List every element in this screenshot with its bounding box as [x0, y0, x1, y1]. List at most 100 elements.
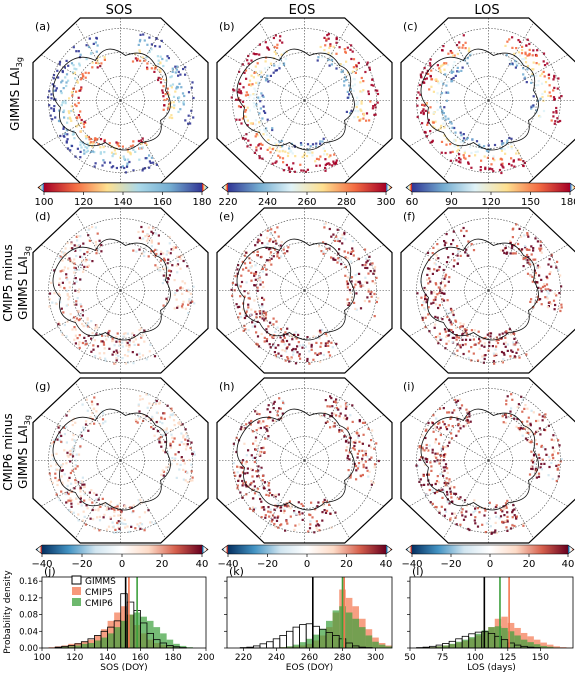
bar-gimms [272, 638, 281, 649]
map-graticule [401, 18, 575, 183]
colorbar-diff-los-tick: 0 [487, 559, 493, 570]
bar-cmip6 [107, 633, 115, 648]
map-frame [216, 377, 393, 544]
bar-cmip6 [436, 646, 443, 648]
x-tick-label: 260 [301, 653, 318, 663]
bar-cmip6 [186, 647, 193, 648]
y-tick-label: 0.04 [19, 627, 38, 637]
map-data-pixels [47, 33, 195, 174]
bar-cmip6 [293, 644, 300, 648]
map-graticule [33, 208, 208, 373]
row-label-cmip6-line1: CMIP6 minus [1, 413, 15, 490]
legend-label-cmip5: CMIP5 [85, 588, 113, 598]
bar-cmip6 [540, 645, 547, 648]
legend-label-gimms: GIMMS [85, 577, 116, 587]
bar-cmip6 [429, 647, 437, 648]
colorbar-diff-sos-tick: −20 [71, 559, 92, 570]
x-tick-label: 160 [132, 653, 149, 663]
legend-swatch-gimms [71, 575, 82, 585]
colorbar-diff-eos: −40 −20 0 20 40 [217, 544, 393, 570]
map-panel-f: (f) [400, 207, 575, 374]
colorbar-diff-los-tick: 20 [523, 559, 536, 570]
colorbar-diff-eos-tick: 40 [380, 559, 393, 570]
bar-cmip6 [179, 645, 187, 648]
y-tick-label: 0.12 [19, 594, 38, 604]
map-coastline [236, 238, 355, 341]
bar-cmip6 [140, 616, 147, 648]
histogram-panel-los: 50 75 100 125 150 LOS (days) (l) [404, 565, 574, 673]
histogram-panel-sos: 100 120 140 160 180 200 SOS (DOY) 0.00 0.04 0.08 0… [19, 565, 215, 673]
bar-cmip6 [385, 646, 392, 648]
row-label-gimms-text: GIMMS LAI [8, 67, 22, 131]
colorbar-sos: 100 120 140 160 180 [34, 182, 212, 208]
map-data-pixels [48, 393, 196, 534]
map-panel-d: (d) [32, 207, 209, 374]
legend: GIMMS CMIP5 CMIP6 [71, 575, 116, 609]
x-tick-label: 300 [367, 653, 384, 663]
bar-cmip5 [533, 639, 541, 648]
bar-cmip5 [546, 644, 554, 648]
bar-cmip6 [127, 614, 134, 648]
panel-label-b: (b) [219, 20, 235, 33]
bar-cmip6 [173, 643, 180, 648]
bar-cmip5 [553, 646, 560, 648]
map-data-pixels [415, 393, 563, 535]
bar-cmip6 [68, 646, 75, 648]
bar-cmip6 [365, 635, 373, 648]
histogram-axes [41, 576, 207, 649]
row-label-cmip6: CMIP6 minus GIMMS LAI3g [1, 413, 32, 490]
map-panel-i: (i) [400, 377, 575, 544]
histogram-panel-eos: 220 240 260 280 300 EOS (DOY) (k) [224, 565, 393, 673]
map-frame [400, 207, 575, 374]
row-label-gimms-sub: 3g [15, 57, 24, 67]
bar-cmip6 [166, 639, 174, 648]
colorbar-diff-sos-tick: 40 [196, 559, 209, 570]
bar-cmip6 [286, 646, 293, 648]
x-tick-label: 150 [532, 653, 549, 663]
bar-gimms [259, 643, 267, 649]
colorbar-diff-sos-tick: 20 [156, 559, 169, 570]
x-tick-label: 125 [499, 653, 516, 663]
column-title-los: LOS [474, 3, 499, 18]
bar-cmip6 [514, 635, 521, 648]
colorbar-diff-sos-tick: −40 [31, 559, 52, 570]
bar-cmip6 [87, 642, 95, 648]
map-graticule [401, 378, 575, 543]
bar-cmip5 [540, 642, 547, 648]
bar-cmip6 [527, 642, 534, 648]
svg-text:GIMMS LAI3g: GIMMS LAI3g [8, 57, 24, 131]
bar-cmip6 [462, 639, 469, 648]
map-frame [32, 377, 209, 544]
map-coastline [420, 48, 539, 151]
map-graticule [217, 378, 392, 543]
row-label-gimms: GIMMS LAI3g [8, 57, 24, 131]
bar-cmip6 [533, 644, 541, 648]
map-panels: (a) (b) (c) (d) (e) (f) (g) (h) (i) [32, 17, 575, 544]
panel-label-g: (g) [35, 380, 51, 393]
colorbar-eos-tick: 300 [376, 197, 395, 208]
bar-cmip6 [319, 629, 326, 648]
x-axis-label: EOS (DOY) [286, 663, 333, 673]
panel-label-j: (j) [44, 565, 56, 578]
colorbar-eos-tick: 220 [218, 197, 237, 208]
colorbar-los-tick: 120 [481, 197, 500, 208]
y-tick-label: 0.00 [19, 644, 38, 654]
bar-gimms [279, 635, 287, 649]
colorbar-diff-los-tick: 40 [562, 559, 575, 570]
y-tick-label: 0.08 [19, 611, 38, 621]
colorbar-eos-tick: 240 [258, 197, 277, 208]
colorbars: 100 120 140 160 180 220 240 260 280 300 60 90 120 150… [31, 182, 575, 570]
bar-cmip6 [359, 627, 366, 648]
colorbar-eos: 220 240 260 280 300 [218, 182, 396, 208]
map-coastline [52, 408, 171, 511]
bar-cmip5 [61, 645, 69, 648]
colorbar-los-tick: 60 [406, 197, 419, 208]
row-label-cmip5: CMIP5 minus GIMMS LAI3g [1, 244, 32, 321]
bar-cmip6 [507, 631, 515, 648]
map-graticule [217, 18, 392, 183]
panel-label-k: (k) [229, 565, 244, 578]
colorbar-sos-tick: 160 [153, 197, 172, 208]
bar-cmip6 [332, 610, 340, 648]
colorbar-diff-los-tick: −20 [440, 559, 461, 570]
